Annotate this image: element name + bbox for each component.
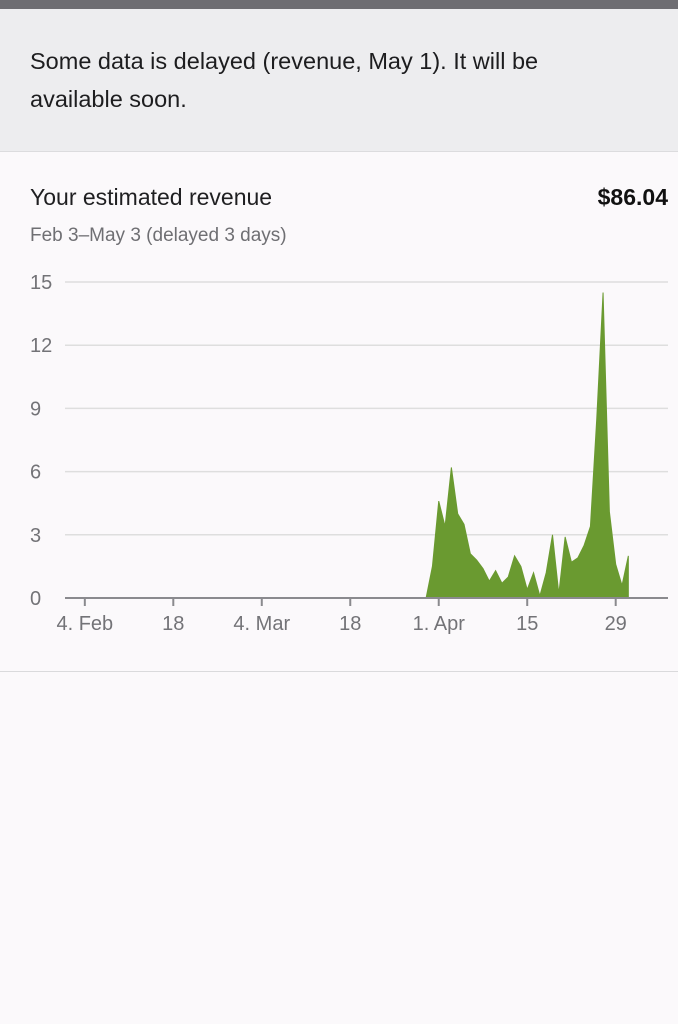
x-tick-label: 4. Feb bbox=[56, 613, 113, 635]
y-tick-label: 6 bbox=[30, 462, 41, 484]
y-tick-label: 9 bbox=[30, 398, 41, 420]
delay-notice-text: Some data is delayed (revenue, May 1). I… bbox=[30, 48, 539, 112]
empty-content-area bbox=[0, 673, 678, 1024]
x-tick-label: 4. Mar bbox=[233, 613, 290, 635]
date-range-subtitle: Feb 3–May 3 (delayed 3 days) bbox=[30, 225, 287, 246]
delay-notice-banner: Some data is delayed (revenue, May 1). I… bbox=[0, 9, 678, 152]
revenue-amount: $86.04 bbox=[597, 184, 668, 210]
y-tick-label: 15 bbox=[30, 272, 52, 294]
x-tick-label: 29 bbox=[605, 613, 627, 635]
y-tick-label: 0 bbox=[30, 588, 41, 610]
revenue-chart: 0 3 6 9 12 15 4. Feb 18 4. Mar 18 1. Apr 15 29 bbox=[30, 272, 668, 635]
chart-x-axis bbox=[65, 597, 668, 606]
revenue-area bbox=[78, 292, 629, 599]
chart-grid bbox=[65, 281, 668, 536]
revenue-card-title: Your estimated revenue bbox=[30, 184, 273, 210]
status-bar bbox=[0, 0, 678, 9]
chart-y-ticks: 0 3 6 9 12 15 bbox=[30, 272, 52, 610]
x-tick-label: 1. Apr bbox=[413, 613, 466, 635]
x-tick-label: 18 bbox=[339, 613, 361, 635]
revenue-card[interactable]: Your estimated revenue $86.04 Feb 3–May … bbox=[0, 153, 678, 672]
y-tick-label: 3 bbox=[30, 525, 41, 547]
x-tick-label: 18 bbox=[162, 613, 184, 635]
chart-x-ticks: 4. Feb 18 4. Mar 18 1. Apr 15 29 bbox=[56, 613, 626, 635]
x-tick-label: 15 bbox=[516, 613, 538, 635]
y-tick-label: 12 bbox=[30, 335, 52, 357]
chart-area-series bbox=[78, 292, 629, 599]
